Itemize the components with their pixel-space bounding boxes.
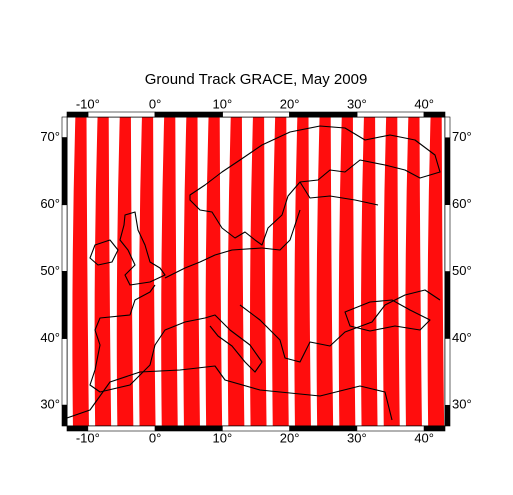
ground-track [383, 117, 400, 426]
coastline-continent [89, 247, 441, 393]
ground-track [116, 117, 134, 426]
frame-segment [222, 111, 290, 118]
x-tick-label: 40° [414, 96, 434, 111]
x-tick-label: 20° [280, 430, 300, 445]
ground-track [338, 117, 356, 426]
y-tick-label: 60° [40, 196, 60, 211]
x-tick-label: 0° [149, 96, 161, 111]
frame-segment [66, 111, 89, 118]
frame-segment [444, 116, 451, 139]
x-tick-label: 20° [280, 96, 300, 111]
x-tick-label: 10° [213, 96, 233, 111]
ground-track [138, 117, 156, 426]
y-tick-label: 30° [452, 397, 472, 412]
frame-segment [61, 204, 68, 272]
y-tick-label: 40° [452, 330, 472, 345]
coastline-baltic [261, 181, 379, 251]
frame-segment [423, 425, 446, 432]
ground-track [183, 117, 200, 426]
y-tick-label: 40° [40, 330, 60, 345]
y-tick-label: 70° [452, 129, 472, 144]
coastline-black-sea [344, 299, 431, 332]
x-tick-label: 10° [213, 430, 233, 445]
frame-segment [61, 116, 68, 139]
frame-segment [61, 404, 68, 427]
x-tick-label: -10° [76, 430, 100, 445]
ground-track [227, 117, 245, 426]
frame-segment [444, 338, 451, 406]
coastline-britain [119, 211, 166, 286]
ground-track [405, 117, 422, 426]
frame-segment [61, 338, 68, 406]
frame-segment [154, 111, 223, 118]
x-tick-label: 40° [414, 430, 434, 445]
frame-segment [444, 137, 451, 205]
frame-segment [61, 137, 68, 205]
ground-track [316, 117, 334, 426]
ground-track [272, 117, 289, 426]
y-tick-label: 50° [452, 263, 472, 278]
ground-track [360, 117, 378, 426]
frame-segment [423, 111, 446, 118]
tick-labels: -10° -10° 0° 0° 10° 10° 20° 20° 30° 30° 40° 40° 30° 3… [40, 96, 471, 445]
ground-track [205, 117, 223, 426]
map-title: Ground Track GRACE, May 2009 [145, 71, 368, 88]
frame-segment [444, 271, 451, 339]
y-tick-label: 60° [452, 196, 472, 211]
x-tick-label: 30° [347, 96, 367, 111]
ground-track [427, 117, 445, 426]
ground-track [161, 117, 178, 426]
coastline-ireland [89, 239, 119, 266]
frame-segment [444, 204, 451, 272]
ground-tracks [72, 117, 445, 426]
frame-segment [289, 111, 358, 118]
coastline-scandinavia [189, 125, 441, 246]
frame-segment [87, 111, 156, 118]
ground-track [249, 117, 267, 426]
y-tick-label: 30° [40, 397, 60, 412]
x-tick-label: -10° [76, 96, 100, 111]
frame-segment [61, 271, 68, 339]
ground-track [72, 117, 89, 426]
x-tick-label: 30° [347, 430, 367, 445]
coastlines [67, 125, 441, 421]
y-tick-label: 50° [40, 263, 60, 278]
frame-segment [356, 111, 425, 118]
coastline-africa [67, 365, 393, 421]
x-tick-label: 0° [149, 430, 161, 445]
ground-track [294, 117, 311, 426]
frame-segment [444, 404, 451, 427]
y-tick-label: 70° [40, 129, 60, 144]
